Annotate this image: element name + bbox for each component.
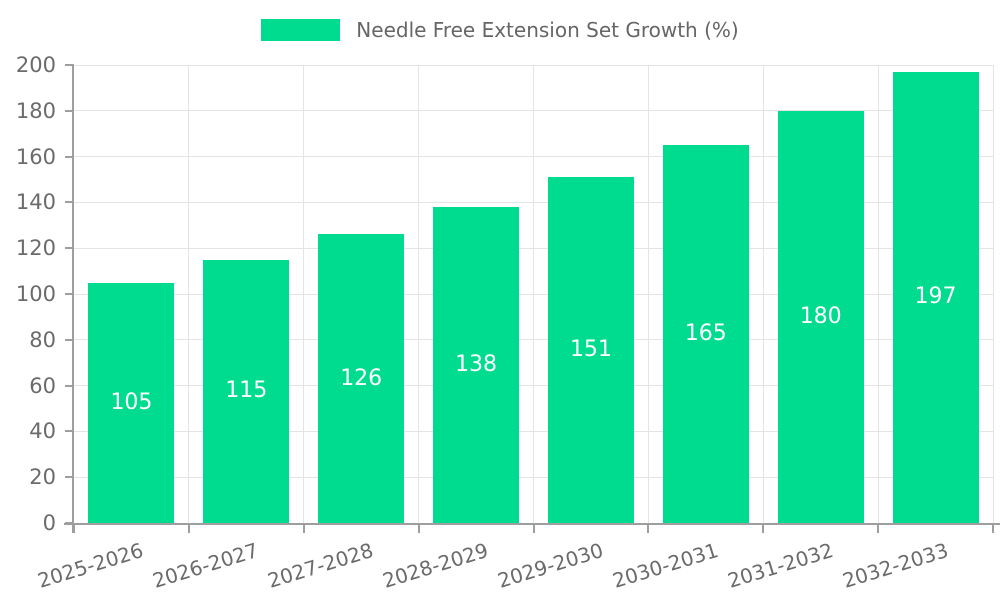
y-tick-label: 20 xyxy=(29,465,56,490)
bar-value-label: 105 xyxy=(110,389,153,415)
x-tick xyxy=(73,524,75,533)
y-tick xyxy=(65,247,74,250)
y-tick xyxy=(65,201,74,204)
x-gridline xyxy=(877,65,879,523)
bar-value-label: 115 xyxy=(225,378,268,404)
y-tick-label: 120 xyxy=(15,236,56,261)
x-tick xyxy=(992,524,994,533)
x-tick-label: 2027-2028 xyxy=(264,538,377,593)
legend-swatch xyxy=(261,19,341,41)
bar xyxy=(433,206,520,523)
y-tick-label: 40 xyxy=(29,419,56,444)
y-tick-label: 100 xyxy=(15,282,56,306)
bar-value-label: 151 xyxy=(569,337,612,363)
bar-value-label: 180 xyxy=(799,303,842,329)
x-gridline xyxy=(303,65,305,523)
bar xyxy=(203,259,290,523)
x-tick xyxy=(532,524,535,533)
bar xyxy=(547,177,634,523)
y-axis-line xyxy=(72,65,74,533)
y-tick-label: 80 xyxy=(29,327,56,352)
legend: Needle Free Extension Set Growth (%) xyxy=(0,18,1000,42)
x-tick xyxy=(647,524,650,533)
x-tick xyxy=(302,524,305,533)
x-tick xyxy=(417,524,420,533)
x-tick xyxy=(877,524,880,533)
bar xyxy=(88,282,175,523)
x-gridline xyxy=(188,65,190,523)
bar xyxy=(662,145,749,523)
bar-value-label: 138 xyxy=(455,351,498,377)
y-tick-label: 140 xyxy=(15,190,56,215)
x-gridline xyxy=(762,65,764,523)
y-tick xyxy=(65,109,74,112)
y-tick xyxy=(65,476,74,479)
y-tick xyxy=(65,384,74,387)
y-tick xyxy=(65,430,74,433)
y-tick xyxy=(65,64,74,66)
x-tick xyxy=(762,524,765,533)
y-tick-label: 0 xyxy=(42,511,56,535)
y-tick xyxy=(65,293,74,295)
y-tick xyxy=(65,338,74,341)
x-tick xyxy=(187,524,190,533)
y-tick-label: 60 xyxy=(29,373,56,398)
bar xyxy=(318,234,405,523)
x-axis-line xyxy=(64,523,1000,525)
legend-label: Needle Free Extension Set Growth (%) xyxy=(356,18,739,42)
bar-value-label: 126 xyxy=(340,365,383,391)
x-tick-label: 2032-2033 xyxy=(839,538,951,593)
x-tick-label: 2026-2027 xyxy=(150,538,262,593)
bar-value-label: 165 xyxy=(684,321,727,347)
bar-value-label: 197 xyxy=(914,284,957,310)
x-gridline xyxy=(533,65,534,523)
bar xyxy=(892,71,979,523)
y-tick xyxy=(65,155,74,158)
bar xyxy=(777,110,864,523)
y-tick-label: 180 xyxy=(15,98,56,123)
x-gridline xyxy=(992,65,994,523)
y-tick-label: 160 xyxy=(15,144,56,169)
x-gridline xyxy=(418,65,420,523)
x-tick-label: 2031-2032 xyxy=(724,538,836,593)
y-tick-label: 200 xyxy=(15,53,56,77)
x-tick-label: 2029-2030 xyxy=(494,538,606,593)
x-tick-label: 2030-2031 xyxy=(609,538,721,593)
x-tick-label: 2028-2029 xyxy=(379,538,492,593)
x-tick-label: 2025-2026 xyxy=(35,538,147,593)
x-gridline xyxy=(647,65,649,523)
